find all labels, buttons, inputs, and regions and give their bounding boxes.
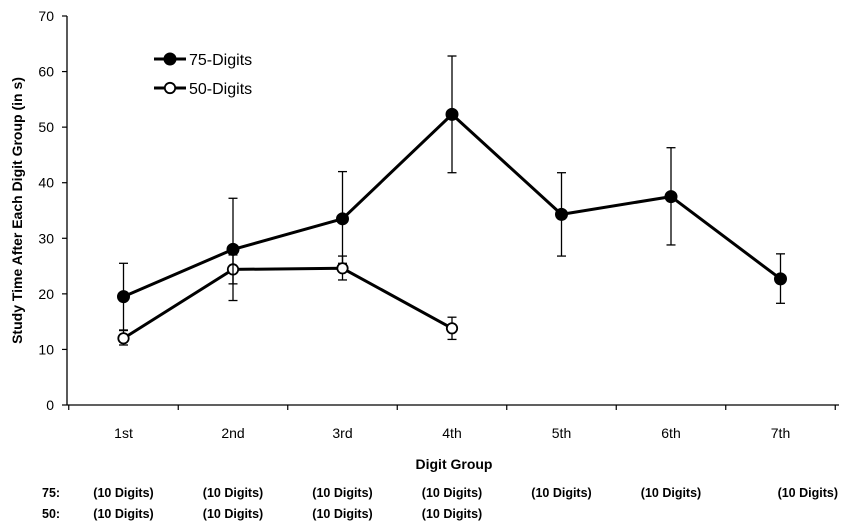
data-point — [336, 212, 349, 226]
y-tick-label: 50 — [38, 119, 54, 135]
group-note-cell: (10 Digits) — [422, 507, 482, 521]
x-tick-label: 7th — [771, 425, 790, 441]
data-point — [117, 290, 130, 304]
group-note-row: 50: (10 Digits) (10 Digits) (10 Digits) (10 … — [42, 507, 482, 521]
data-point — [555, 207, 568, 221]
series-line — [122, 266, 453, 340]
x-tick-label: 6th — [661, 425, 680, 441]
group-note-cell: (10 Digits) — [93, 507, 153, 521]
legend-entry: 50-Digits — [154, 81, 252, 98]
group-note-label: 75: — [42, 486, 60, 500]
group-note-cell: (10 Digits) — [531, 486, 591, 500]
x-axis-title: Digit Group — [416, 456, 493, 472]
group-note-cell: (10 Digits) — [203, 507, 263, 521]
data-point — [226, 242, 240, 256]
y-tick-label: 40 — [38, 175, 54, 191]
x-tick-label: 1st — [114, 425, 133, 441]
group-note-cell: (10 Digits) — [641, 486, 701, 500]
x-tick-label: 4th — [442, 425, 461, 441]
legend: 75-Digits 50-Digits — [154, 52, 252, 98]
group-notes: 75: (10 Digits) (10 Digits) (10 Digits) (10 … — [42, 486, 838, 521]
y-tick-label: 60 — [38, 64, 54, 80]
data-point — [117, 332, 130, 345]
y-tick-label: 30 — [38, 230, 54, 246]
group-note-label: 50: — [42, 507, 60, 521]
y-tick-label: 70 — [38, 8, 54, 24]
data-point — [445, 322, 459, 335]
y-tick-label: 10 — [38, 341, 54, 357]
data-point — [664, 190, 678, 204]
group-note-cell: (10 Digits) — [93, 486, 153, 500]
axes: 0 10 20 30 40 50 60 70 1st 2nd 3rd 4th 5th 6th 7th Digi… — [9, 8, 839, 472]
data-point — [774, 272, 787, 286]
legend-label: 75-Digits — [189, 52, 252, 69]
legend-label: 50-Digits — [189, 81, 252, 98]
y-tick-label: 20 — [38, 286, 54, 302]
data-point — [336, 262, 349, 275]
group-note-cell: (10 Digits) — [778, 486, 838, 500]
x-tick-label: 2nd — [221, 425, 244, 441]
group-note-row: 75: (10 Digits) (10 Digits) (10 Digits) (10 … — [42, 486, 838, 500]
y-tick-label: 0 — [46, 397, 54, 413]
group-note-cell: (10 Digits) — [203, 486, 263, 500]
y-axis-title: Study Time After Each Digit Group (in s) — [9, 77, 25, 344]
legend-entry: 75-Digits — [154, 52, 252, 69]
series-75-digits — [117, 55, 787, 331]
group-note-cell: (10 Digits) — [422, 486, 482, 500]
x-tick-label: 3rd — [332, 425, 352, 441]
data-point — [445, 107, 459, 121]
legend-marker — [163, 81, 177, 95]
group-note-cell: (10 Digits) — [312, 507, 372, 521]
series-layer — [117, 55, 787, 346]
legend-marker — [163, 52, 177, 66]
series-50-digits — [117, 254, 459, 346]
x-tick-label: 5th — [552, 425, 571, 441]
group-note-cell: (10 Digits) — [312, 486, 372, 500]
